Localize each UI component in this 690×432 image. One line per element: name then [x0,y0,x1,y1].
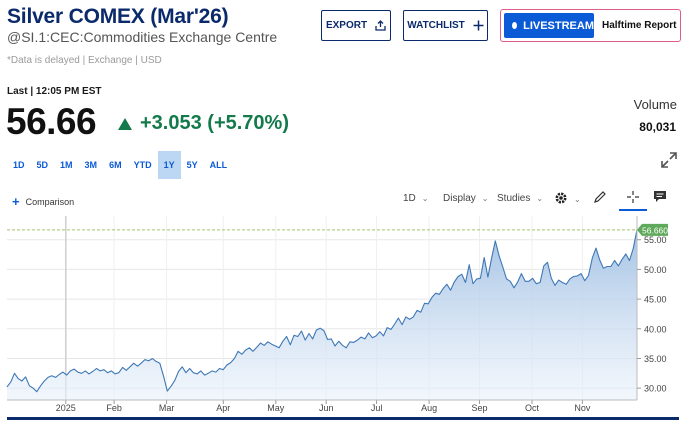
range-all[interactable]: ALL [209,160,228,170]
price-change: +3.053 (+5.70%) [118,112,289,135]
export-button[interactable]: EXPORT [321,10,391,41]
livestream-button[interactable]: LIVESTREAM [504,13,594,38]
x-tick-label: Sep [471,403,487,413]
range-1m[interactable]: 1M [60,160,73,170]
x-tick-label: Mar [159,403,175,413]
y-tick-label: 55.00 [644,235,667,245]
y-tick-label: 40.00 [644,324,667,334]
x-tick-label: Feb [106,403,122,413]
last-price: 56.66 [6,101,97,142]
expand-icon[interactable] [660,151,678,174]
x-tick-label: 2025 [56,403,76,413]
plus-icon: + [12,194,20,209]
y-tick-label: 30.00 [644,384,667,394]
x-tick-label: Jun [319,403,334,413]
comparison-label: Comparison [25,196,75,207]
price-line [6,229,638,393]
price-chart[interactable]: 2025 Feb Mar Apr May Jun Jul Aug Sep Oct Nov 30.00 3… [0,212,690,417]
chart-bottom-bar [7,417,679,420]
x-tick-label: May [267,403,285,413]
range-6m[interactable]: 6M [109,160,122,170]
y-tick-label: 50.00 [644,265,667,275]
crosshair-icon [626,190,640,207]
studies-label: Studies [497,193,531,204]
studies-dropdown[interactable]: Studies ⌄ [497,193,543,204]
range-5y[interactable]: 5Y [186,160,198,170]
plus-icon [473,20,484,31]
comparison-button[interactable]: + Comparison [12,194,74,209]
halftime-report-link[interactable]: Halftime Report [602,20,677,31]
display-dropdown[interactable]: Display ⌄ [443,193,489,204]
settings-dropdown[interactable]: ⌄ [554,191,581,208]
chevron-down-icon: ⌄ [481,194,489,203]
range-1y[interactable]: 1Y [157,151,181,179]
x-tick-label: Jul [371,403,383,413]
up-arrow-icon [118,117,132,130]
price-change-value: +3.053 (+5.70%) [140,112,289,134]
export-label: EXPORT [325,20,368,31]
x-tick-label: Apr [216,403,230,413]
comment-button[interactable] [653,190,667,207]
livestream-banner: LIVESTREAM Halftime Report [500,9,681,42]
range-ytd[interactable]: YTD [133,160,152,170]
draw-tool-button[interactable] [593,190,607,207]
last-value-badge [637,223,668,236]
display-label: Display [443,193,476,204]
y-tick-label: 35.00 [644,354,667,364]
chevron-down-icon: ⌄ [536,194,544,203]
last-trade-time: Last | 12:05 PM EST [7,86,102,97]
price-area [7,229,637,400]
x-tick-label: Nov [574,403,591,413]
last-value-label: 56.660 [642,225,668,235]
pencil-icon [593,190,607,207]
livestream-label: LIVESTREAM [523,19,594,32]
volume-label: Volume [633,97,677,112]
interval-label: 1D [403,193,416,204]
time-range-selector: 1D 5D 1M 3M 6M YTD 1Y 5Y ALL [7,151,233,179]
x-tick-label: Oct [525,403,540,413]
x-tick-label: Aug [421,403,437,413]
chat-icon [653,190,667,207]
watchlist-label: WATCHLIST [407,20,465,31]
watchlist-button[interactable]: WATCHLIST [403,10,488,41]
crosshair-tool-button[interactable] [619,187,647,211]
range-3m[interactable]: 3M [84,160,98,170]
live-dot-icon [512,22,518,29]
volume-value: 80,031 [639,120,676,134]
chart-toolbar: + Comparison 1D ⌄ Display ⌄ Studies ⌄ ⌄ [0,187,690,212]
instrument-subtitle: @SI.1:CEC:Commodities Exchange Centre [7,29,278,45]
chevron-down-icon: ⌄ [574,195,581,204]
range-5d[interactable]: 5D [36,160,49,170]
range-1d[interactable]: 1D [13,160,25,170]
instrument-title: Silver COMEX (Mar'26) [7,5,229,28]
interval-dropdown[interactable]: 1D ⌄ [403,193,429,204]
delayed-note: *Data is delayed | Exchange | USD [7,55,162,66]
chevron-down-icon: ⌄ [421,194,429,203]
gear-icon [554,191,568,208]
y-tick-label: 45.00 [644,295,667,305]
export-icon [375,20,386,31]
